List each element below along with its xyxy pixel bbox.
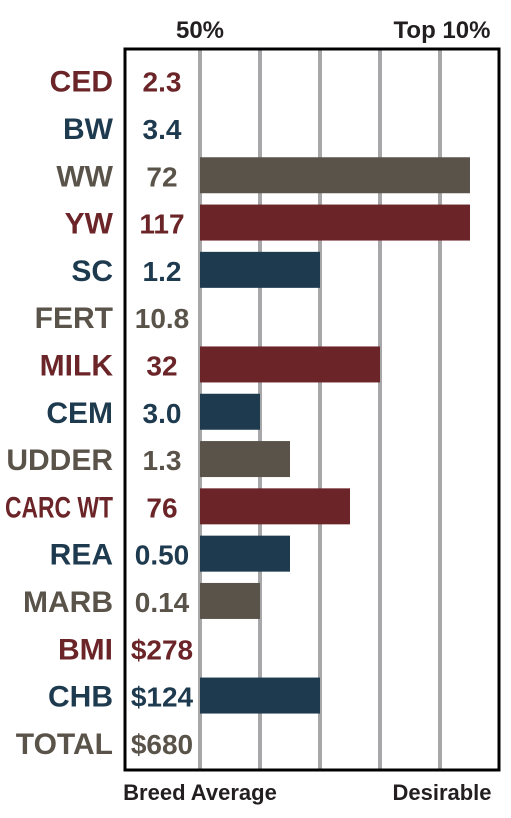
- trait-label-fert: FERT: [35, 302, 113, 335]
- value-label-yw: 117: [139, 209, 184, 240]
- bar-rea: [200, 535, 290, 572]
- bar-carc-wt: [200, 488, 350, 525]
- value-labels: 2.3 3.4 72 117 1.2 10.8 32 3.0 1.3 76 0.50 0.14 $278…: [131, 67, 194, 760]
- header-top-10-percent-label: Top 10%: [394, 17, 491, 44]
- trait-label-milk: MILK: [40, 349, 114, 382]
- chart-border: [123, 47, 501, 772]
- value-label-milk: 32: [146, 350, 177, 381]
- trait-label-bmi: BMI: [58, 633, 113, 666]
- trait-label-marb: MARB: [23, 586, 113, 619]
- value-label-fert: 10.8: [135, 303, 190, 334]
- trait-label-rea: REA: [50, 539, 113, 572]
- value-label-sc: 1.2: [143, 256, 182, 287]
- trait-label-total: TOTAL: [16, 728, 113, 761]
- trait-label-carc-wt: CARC WT: [5, 491, 113, 524]
- trait-label-chb: CHB: [48, 681, 113, 714]
- trait-label-ww: WW: [56, 160, 113, 193]
- header-50-percent-label: 50%: [176, 17, 224, 44]
- bar-sc: [200, 251, 320, 288]
- trait-label-yw: YW: [65, 208, 114, 241]
- footer-breed-average-label: Breed Average: [123, 780, 277, 805]
- bars: [200, 157, 470, 714]
- trait-labels: CED BW WW YW SC FERT MILK CEM UDDER CARC WT REA MAR…: [5, 66, 114, 761]
- trait-label-udder: UDDER: [6, 444, 113, 477]
- value-label-ww: 72: [146, 161, 177, 192]
- value-label-udder: 1.3: [143, 445, 182, 476]
- value-label-rea: 0.50: [135, 540, 190, 571]
- value-label-marb: 0.14: [135, 587, 190, 618]
- value-label-total: $680: [131, 729, 193, 760]
- trait-label-cem: CEM: [46, 397, 113, 430]
- trait-label-bw: BW: [63, 113, 114, 146]
- trait-label-sc: SC: [71, 255, 113, 288]
- value-label-bmi: $278: [131, 634, 193, 665]
- value-label-ced: 2.3: [143, 67, 182, 98]
- bar-ww: [200, 157, 470, 194]
- value-label-chb: $124: [131, 682, 194, 713]
- bar-marb: [200, 582, 260, 619]
- bar-udder: [200, 441, 290, 478]
- footer-desirable-label: Desirable: [392, 780, 491, 805]
- value-label-carc-wt: 76: [146, 492, 177, 523]
- bar-milk: [200, 346, 380, 383]
- value-label-cem: 3.0: [143, 398, 182, 429]
- trait-label-ced: CED: [50, 66, 113, 99]
- bar-chb: [200, 677, 320, 714]
- bar-cem: [200, 393, 260, 430]
- bar-yw: [200, 204, 470, 241]
- value-label-bw: 3.4: [143, 114, 182, 145]
